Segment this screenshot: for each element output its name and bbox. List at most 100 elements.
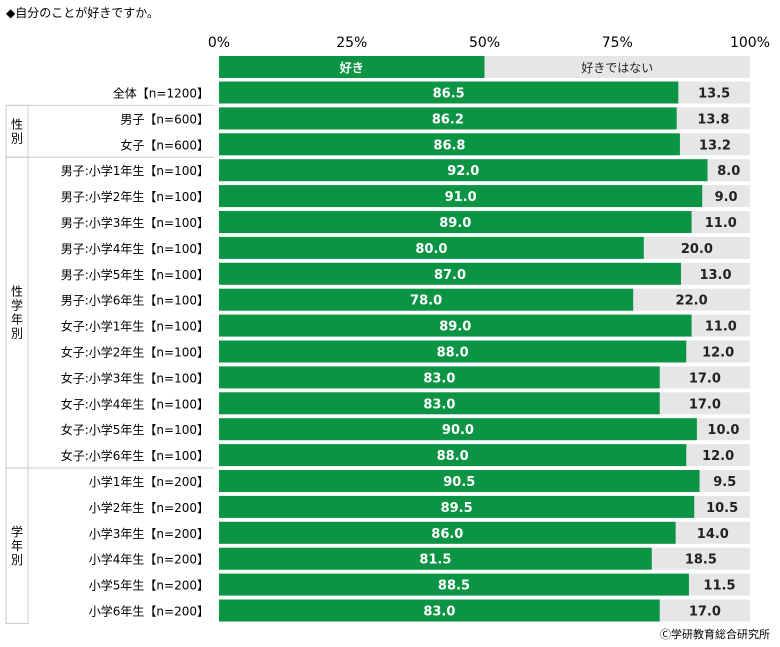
group-label-char: 性 [11, 285, 23, 299]
x-tick-label: 50% [469, 35, 500, 51]
x-axis-ticks: 0% 25% 50% 75% 100% [208, 35, 770, 51]
bar-like [219, 599, 660, 622]
value-label-dislike: 14.0 [697, 527, 729, 542]
value-label-dislike: 17.0 [689, 397, 721, 412]
bar-like [219, 495, 695, 518]
category-label: 女子:小学6年生【n=100】 [61, 448, 209, 463]
value-label-like: 88.0 [437, 346, 469, 361]
bar-like [219, 444, 687, 467]
value-label-like: 86.2 [432, 112, 464, 127]
value-label-like: 90.0 [442, 423, 474, 438]
value-label-like: 78.0 [410, 294, 442, 309]
group-box [5, 467, 29, 624]
value-label-dislike: 11.5 [703, 579, 735, 594]
value-label-dislike: 12.0 [702, 346, 734, 361]
value-label-like: 92.0 [447, 164, 479, 179]
bar-like [219, 521, 676, 544]
value-label-like: 89.0 [439, 320, 471, 335]
bar-like [219, 107, 677, 130]
value-label-like: 88.0 [437, 449, 469, 464]
bar-like [219, 340, 687, 363]
value-label-dislike: 10.5 [706, 501, 738, 516]
bar-like [219, 547, 652, 570]
bar-like [219, 211, 692, 233]
category-label: 女子:小学1年生【n=100】 [61, 319, 209, 334]
value-label-like: 83.0 [423, 397, 455, 412]
category-label: 女子:小学3年生【n=100】 [61, 370, 209, 385]
value-label-dislike: 9.0 [715, 190, 738, 205]
value-label-like: 86.5 [433, 87, 465, 102]
bar-like [219, 470, 700, 492]
value-label-dislike: 17.0 [689, 371, 721, 386]
legend-dislike-label: 好きではない [581, 61, 653, 75]
group-label-char: 学 [11, 298, 23, 313]
value-label-like: 80.0 [415, 242, 447, 257]
bar-like [219, 288, 634, 311]
legend-like-swatch [219, 56, 485, 78]
value-label-dislike: 12.0 [702, 449, 734, 464]
value-label-like: 89.0 [439, 216, 471, 231]
x-tick-label: 25% [336, 35, 367, 51]
value-label-dislike: 13.0 [699, 268, 731, 283]
category-label: 小学5年生【n=200】 [89, 578, 209, 593]
legend-dislike-swatch [484, 56, 750, 78]
group-label-char: 年 [11, 313, 23, 327]
group-label-char: 年 [11, 539, 23, 553]
value-label-like: 89.5 [441, 501, 473, 516]
category-label: 小学6年生【n=200】 [89, 604, 209, 619]
bar-like [219, 366, 660, 389]
category-label: 小学4年生【n=200】 [89, 552, 209, 567]
category-label: 男子:小学2年生【n=100】 [61, 189, 209, 204]
category-label: 男子:小学1年生【n=100】 [61, 163, 209, 178]
value-label-like: 88.5 [438, 579, 470, 594]
category-label: 男子:小学4年生【n=100】 [61, 241, 209, 256]
value-label-dislike: 13.2 [699, 138, 731, 153]
bars: 全体【n=1200】 86.5 13.5 男子【n=600】 86.2 13.8 女子【n=… [61, 81, 750, 622]
bar-like [219, 159, 708, 182]
category-label: 小学1年生【n=200】 [89, 474, 209, 489]
value-label-like: 81.5 [419, 553, 451, 568]
legend-like-label: 好き [339, 60, 364, 75]
value-label-like: 90.5 [443, 475, 475, 490]
bar-like [219, 392, 660, 415]
group-label-char: 学 [11, 524, 23, 539]
x-tick-label: 75% [602, 35, 633, 51]
value-label-like: 86.0 [431, 527, 463, 542]
category-label: 女子:小学4年生【n=100】 [61, 396, 209, 411]
value-label-dislike: 11.0 [705, 216, 737, 231]
value-label-dislike: 13.5 [698, 87, 730, 102]
bar-like [219, 573, 689, 596]
category-label: 女子【n=600】 [120, 137, 209, 152]
category-label: 全体【n=1200】 [113, 86, 209, 101]
category-label: 男子:小学3年生【n=100】 [61, 215, 209, 230]
value-label-dislike: 18.5 [685, 553, 717, 568]
group-label-char: 性 [11, 117, 23, 131]
value-label-like: 91.0 [445, 190, 477, 205]
bar-like [219, 81, 679, 104]
value-label-dislike: 10.0 [707, 423, 739, 438]
group-label-char: 別 [11, 553, 23, 567]
category-label: 男子:小学5年生【n=100】 [61, 267, 209, 282]
value-label-dislike: 11.0 [705, 320, 737, 335]
value-label-dislike: 22.0 [676, 294, 708, 309]
value-label-dislike: 17.0 [689, 605, 721, 620]
legend: 好き 好きではない [219, 56, 750, 78]
bar-like [219, 133, 680, 156]
x-tick-label: 100% [730, 35, 770, 51]
value-label-dislike: 9.5 [713, 475, 736, 490]
value-label-like: 83.0 [423, 605, 455, 620]
bar-like [219, 314, 692, 337]
value-label-like: 83.0 [423, 371, 455, 386]
category-label: 小学3年生【n=200】 [89, 526, 209, 541]
category-label: 男子:小学6年生【n=100】 [61, 293, 209, 308]
group-label-char: 別 [11, 327, 23, 341]
value-label-like: 87.0 [434, 268, 466, 283]
value-label-dislike: 13.8 [697, 112, 729, 127]
value-label-like: 86.8 [433, 138, 465, 153]
bar-like [219, 418, 697, 441]
category-label: 男子【n=600】 [120, 112, 209, 126]
value-label-dislike: 8.0 [717, 164, 740, 179]
category-label: 女子:小学5年生【n=100】 [61, 422, 209, 437]
